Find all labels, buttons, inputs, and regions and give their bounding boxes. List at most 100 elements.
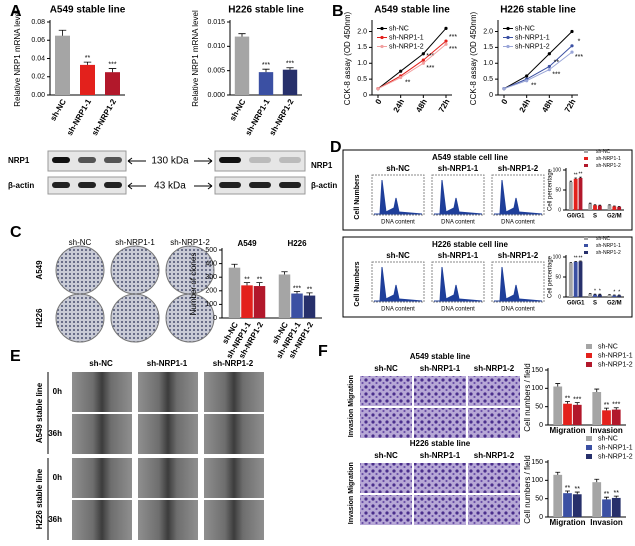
error-bar (613, 495, 619, 498)
error-bar (574, 402, 580, 405)
blot-band (249, 157, 271, 163)
significance: ** (604, 402, 610, 409)
x-tick-label: Migration (550, 518, 586, 527)
legend-swatch (506, 26, 510, 31)
significance: *** (262, 62, 270, 69)
y-tick-label: 1.0 (357, 60, 367, 67)
significance: ** (85, 55, 91, 62)
time-label: 36h (48, 429, 62, 438)
significance: *** (449, 34, 457, 41)
blot-band (78, 182, 96, 188)
colony-dish (55, 245, 105, 295)
error-bar (579, 176, 582, 178)
y-tick-label: 0.000 (207, 92, 225, 99)
blot-band (249, 182, 271, 188)
bar (80, 64, 95, 95)
histogram (374, 266, 423, 302)
bar (568, 263, 573, 297)
bar (228, 267, 241, 318)
y-tick-label: 0.04 (31, 55, 45, 62)
y-tick-label: 50 (555, 274, 561, 280)
significance: * (594, 289, 596, 295)
wound-image (72, 372, 132, 412)
y-tick-label: 500 (205, 247, 217, 254)
point (376, 87, 380, 91)
bar (253, 286, 266, 318)
bar (573, 261, 578, 297)
y-tick-label: 0 (363, 92, 367, 99)
wound-image (72, 458, 132, 498)
blot-marker: 43 kDa (154, 181, 186, 192)
flow-title: A549 stable cell line (432, 153, 509, 162)
line-label: A549 stable line (35, 382, 44, 443)
flow-ylabel: Cell Numbers (354, 261, 361, 306)
point (547, 64, 551, 69)
bar (617, 295, 622, 297)
bar (597, 294, 602, 297)
error-bar (243, 282, 251, 286)
legend-swatch (506, 44, 510, 49)
blot-band (52, 157, 70, 163)
line-label: H226 stable line (35, 468, 44, 529)
significance: *** (426, 53, 434, 60)
significance: ** (244, 276, 250, 283)
marker-arrow (127, 157, 146, 165)
bar (612, 295, 617, 297)
bar (572, 494, 582, 517)
wound-image (138, 500, 198, 540)
y-tick-label: 0 (213, 315, 217, 322)
point (570, 50, 574, 54)
wound-image (72, 500, 132, 540)
chart-title: A549 stable line (374, 5, 450, 16)
wound-image (204, 458, 264, 498)
column-label: sh-NRP1-1 (115, 238, 155, 247)
bar (578, 178, 583, 210)
blot-label: NRP1 (8, 156, 30, 165)
blot-band (52, 182, 70, 188)
x-tick-label: 24h (518, 97, 533, 114)
legend-label: sh-NRP1-1 (596, 243, 621, 249)
error-bar (58, 29, 67, 36)
bar (553, 474, 563, 517)
flow-frame (342, 236, 633, 318)
significance: *** (612, 402, 620, 409)
blot-band (219, 157, 241, 163)
bar (278, 274, 291, 318)
legend-swatch (584, 150, 588, 153)
legend-swatch (584, 244, 588, 247)
panel-label: E (10, 348, 21, 365)
point (570, 44, 574, 48)
legend-swatch (586, 344, 592, 349)
error-bar (281, 271, 288, 275)
transwell-title: H226 stable line (410, 439, 471, 448)
legend-label: sh-NRP1-2 (596, 250, 621, 256)
transwell-image (468, 463, 520, 493)
histogram (434, 266, 483, 302)
y-tick-label: 400 (205, 260, 217, 267)
legend-label: sh-NC (598, 343, 618, 350)
x-tick-label: 0 (500, 97, 510, 106)
row-label: Invasion (348, 496, 355, 524)
legend-swatch (584, 157, 588, 160)
y-tick-label: 100 (553, 167, 562, 173)
significance: ** (575, 486, 581, 493)
y-tick-label: 0.010 (207, 43, 225, 50)
panel-label: B (332, 3, 344, 20)
flow-xlabel: DNA content (381, 307, 415, 313)
significance: *** (449, 46, 457, 53)
time-label: 0h (53, 473, 62, 482)
column-label: sh-NC (69, 238, 92, 247)
x-tick-label: sh-NC (228, 97, 248, 122)
bar (553, 386, 563, 425)
legend-label: sh-NRP1-2 (389, 43, 424, 50)
bar (563, 493, 572, 517)
y-axis-label: Cell numbers / field (523, 455, 532, 523)
bar (291, 293, 303, 318)
significance: ** (614, 490, 620, 497)
legend-swatch (586, 436, 592, 441)
legend-label: sh-NC (596, 149, 611, 155)
y-tick-label: 0 (489, 92, 493, 99)
error-bar (574, 491, 580, 495)
point (421, 58, 425, 62)
